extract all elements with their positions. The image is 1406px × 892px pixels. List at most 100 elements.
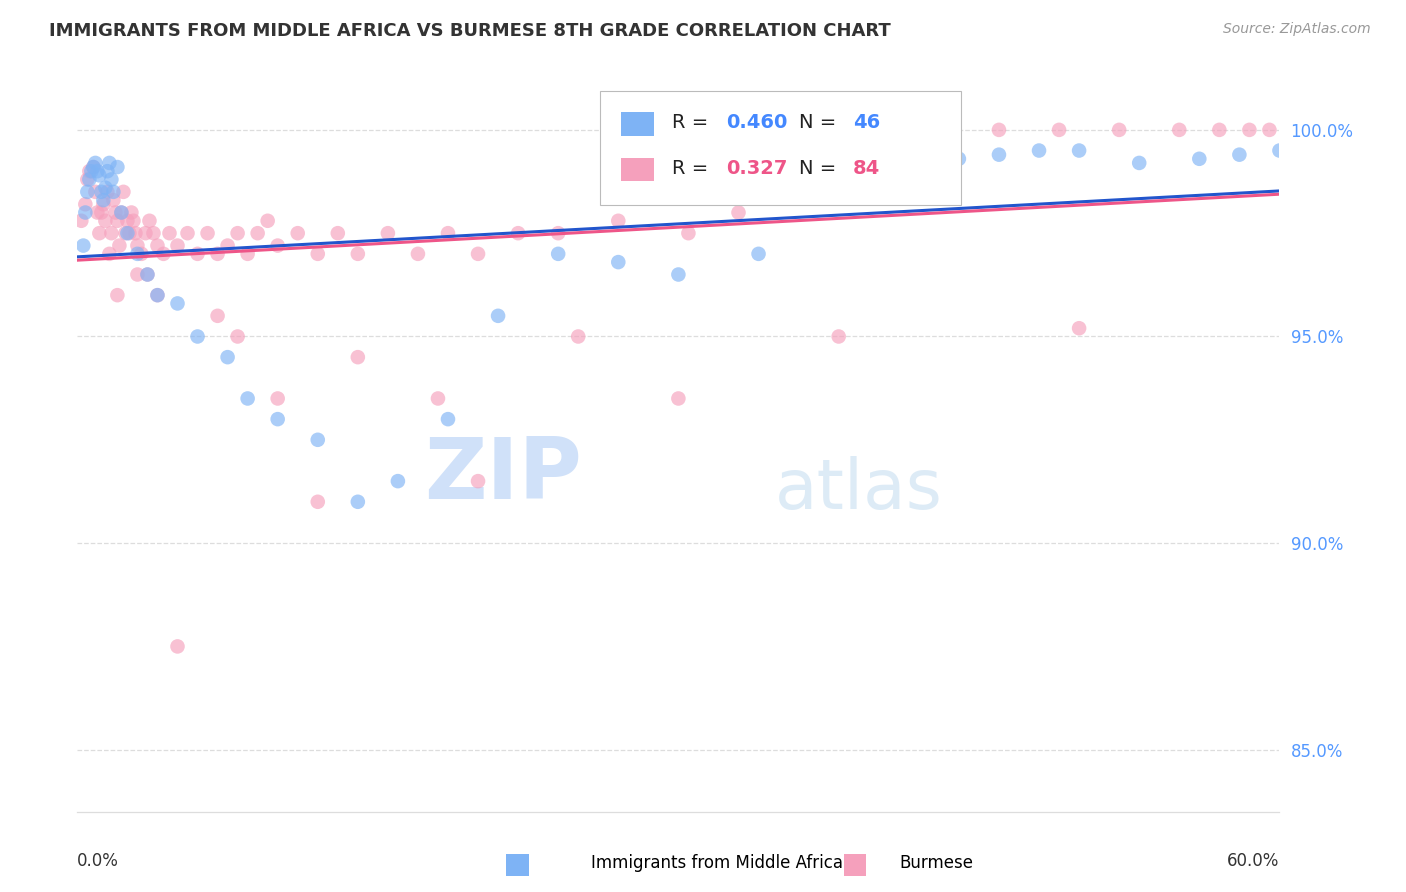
Point <box>186 247 209 261</box>
Point <box>346 350 368 364</box>
Point <box>146 288 169 302</box>
Text: 46: 46 <box>852 113 880 132</box>
Point <box>72 238 94 252</box>
Point <box>406 247 429 261</box>
Point <box>90 185 112 199</box>
Point <box>1258 123 1281 137</box>
Point <box>437 226 460 240</box>
Point <box>75 205 97 219</box>
Point <box>107 160 129 174</box>
Point <box>146 288 169 302</box>
Point <box>668 392 690 406</box>
Point <box>166 296 188 310</box>
Point <box>159 226 181 240</box>
Point <box>427 392 450 406</box>
Point <box>988 123 1011 137</box>
Point <box>127 247 149 261</box>
Point <box>217 350 239 364</box>
Point <box>124 226 146 240</box>
Point <box>131 247 153 261</box>
Point <box>89 169 111 183</box>
Point <box>118 226 141 240</box>
Point <box>787 185 810 199</box>
Point <box>678 226 700 240</box>
Point <box>110 205 132 219</box>
Point <box>142 226 165 240</box>
Point <box>467 474 489 488</box>
Point <box>136 268 159 282</box>
Point <box>112 185 135 199</box>
Point <box>152 247 174 261</box>
Point <box>748 247 770 261</box>
Point <box>166 238 188 252</box>
Point <box>80 164 103 178</box>
Bar <box>620 158 654 181</box>
Text: R =: R = <box>672 159 714 178</box>
Point <box>256 214 278 228</box>
Point <box>117 214 139 228</box>
Point <box>727 205 749 219</box>
Point <box>928 144 950 158</box>
Point <box>607 255 630 269</box>
Point <box>134 226 156 240</box>
Point <box>84 185 107 199</box>
Point <box>508 226 530 240</box>
Point <box>287 226 309 240</box>
Point <box>107 214 129 228</box>
Text: 0.460: 0.460 <box>727 113 787 132</box>
Point <box>120 205 142 219</box>
Point <box>486 309 509 323</box>
Point <box>246 226 269 240</box>
Point <box>98 247 121 261</box>
Point <box>848 164 870 178</box>
Point <box>100 172 122 186</box>
Point <box>217 238 239 252</box>
Point <box>307 433 329 447</box>
Point <box>122 214 145 228</box>
Point <box>84 156 107 170</box>
Point <box>828 329 851 343</box>
Point <box>267 238 290 252</box>
Point <box>547 247 569 261</box>
Text: atlas: atlas <box>775 457 942 524</box>
Text: 84: 84 <box>852 159 880 178</box>
Bar <box>620 112 654 136</box>
Text: Burmese: Burmese <box>900 855 974 872</box>
Point <box>100 226 122 240</box>
Point <box>127 268 149 282</box>
Point <box>79 172 101 186</box>
Point <box>1208 123 1230 137</box>
Text: Immigrants from Middle Africa: Immigrants from Middle Africa <box>591 855 842 872</box>
Point <box>166 640 188 654</box>
Point <box>1047 123 1070 137</box>
Point <box>307 247 329 261</box>
Point <box>94 180 117 194</box>
Point <box>76 172 98 186</box>
Point <box>467 247 489 261</box>
Point <box>267 412 290 426</box>
Text: N =: N = <box>799 113 842 132</box>
Point <box>1239 123 1261 137</box>
Point <box>96 185 118 199</box>
Point <box>326 226 349 240</box>
Point <box>104 205 127 219</box>
Point <box>1028 144 1050 158</box>
Point <box>75 197 97 211</box>
Point <box>236 247 259 261</box>
Point <box>103 193 125 207</box>
Point <box>79 164 101 178</box>
Point <box>107 288 129 302</box>
Point <box>267 392 290 406</box>
Text: 60.0%: 60.0% <box>1227 852 1279 870</box>
Point <box>207 247 229 261</box>
Point <box>117 226 139 240</box>
Point <box>226 226 249 240</box>
Point <box>110 205 132 219</box>
Point <box>948 152 970 166</box>
Point <box>86 164 108 178</box>
Point <box>93 193 115 207</box>
Point <box>114 226 136 240</box>
Point <box>1188 152 1211 166</box>
Point <box>103 185 125 199</box>
Point <box>186 329 209 343</box>
